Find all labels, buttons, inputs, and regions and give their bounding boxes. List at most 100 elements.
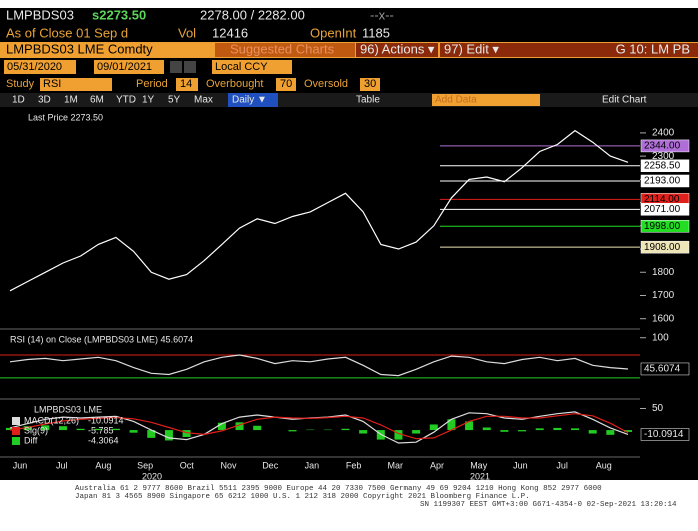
currency-field[interactable]	[212, 60, 292, 74]
diff-bar	[41, 425, 50, 431]
diff-bar	[288, 430, 297, 432]
period-button[interactable]: 1M	[64, 95, 78, 106]
legend: Last Price 2273.50	[28, 112, 103, 122]
period-button[interactable]: 6M	[90, 95, 104, 106]
diff-bar	[129, 430, 138, 433]
diff-bar	[76, 428, 85, 431]
ob[interactable]: 70	[280, 78, 292, 90]
x-tick-label: Jun	[13, 460, 28, 470]
diff-bar	[111, 428, 120, 431]
period-button[interactable]: 1Y	[142, 95, 155, 106]
next-button[interactable]	[184, 61, 196, 73]
background	[0, 8, 698, 480]
toolbar	[0, 93, 698, 107]
diff-bar	[6, 427, 14, 431]
period-button[interactable]: 1D	[12, 95, 25, 106]
legend-value: -5.785	[88, 425, 114, 435]
x-tick-label: Jul	[56, 460, 68, 470]
macd-value: -10.0914	[644, 429, 684, 440]
edit-button[interactable]	[440, 43, 504, 57]
y-tick-label: 2300	[652, 151, 675, 162]
diff-bar	[94, 428, 103, 431]
diff-bar	[217, 422, 226, 431]
add-data[interactable]: Add Data	[435, 95, 477, 106]
level-label: 1908.00	[644, 242, 681, 253]
currency[interactable]: Local CCY	[215, 61, 268, 73]
start-date[interactable]: 05/31/2020	[7, 61, 62, 73]
suggested-button[interactable]	[215, 43, 355, 57]
legend-name: Diff	[24, 435, 38, 445]
diff-bar	[182, 430, 191, 437]
rsi-box	[640, 362, 690, 376]
y-tick-label: 2400	[652, 128, 675, 139]
level-label: 1998.00	[644, 221, 681, 232]
add-data-field[interactable]	[432, 94, 540, 106]
ob-field[interactable]	[276, 78, 296, 91]
diff-bar	[429, 424, 438, 431]
period-button[interactable]: 5Y	[168, 95, 181, 106]
x-tick-label: Aug	[95, 460, 111, 470]
rsi-value: 45.6074	[644, 364, 681, 375]
os-field[interactable]	[360, 78, 380, 91]
actions-button[interactable]	[356, 43, 438, 57]
frequency-box[interactable]	[228, 93, 278, 107]
oi: 1185	[362, 25, 390, 40]
prev-button[interactable]	[170, 61, 182, 73]
page: G 10: LM PB	[616, 41, 690, 56]
x-tick-label: Nov	[220, 460, 237, 470]
suggested[interactable]: Suggested Charts	[230, 41, 335, 56]
panel-title: RSI (14) on Close (LMPBDS03 LME) 45.6074	[10, 334, 193, 344]
change: --x--	[370, 7, 394, 22]
end-date[interactable]: 09/01/2021	[97, 61, 152, 73]
x-tick-label: Oct	[180, 460, 195, 470]
start-field[interactable]	[4, 60, 76, 74]
y-tick-label: 1700	[652, 290, 675, 301]
bid-ask: 2278.00 / 2282.00	[200, 7, 305, 22]
level-box	[640, 139, 690, 153]
table[interactable]: Table	[356, 95, 380, 106]
study-field[interactable]	[40, 78, 112, 91]
diff-bar	[412, 430, 421, 434]
frequency[interactable]: Daily ▼	[232, 95, 267, 106]
edit[interactable]: 97) Edit ▾	[444, 41, 499, 56]
panel-title: LMPBDS03 LME	[34, 404, 102, 414]
footer-line: Australia 61 2 9777 8600 Brazil 5511 239…	[75, 485, 602, 493]
vol-label: Vol	[178, 25, 196, 40]
period-button[interactable]: Max	[194, 95, 213, 106]
period-field[interactable]	[176, 78, 198, 91]
level-label: 2344.00	[644, 141, 681, 152]
period-label: Period	[136, 78, 168, 90]
level-box	[640, 203, 690, 216]
study-name[interactable]: RSI	[43, 78, 61, 90]
end-field[interactable]	[94, 60, 164, 74]
legend-swatch	[12, 417, 20, 425]
ob-label: Overbought	[206, 78, 263, 90]
os[interactable]: 30	[364, 78, 376, 90]
legend-name: Slg(9)	[24, 425, 48, 435]
period-button[interactable]: 3D	[38, 95, 51, 106]
diff-bar	[535, 428, 544, 431]
edit-chart[interactable]: Edit Chart	[602, 95, 647, 106]
level-box	[640, 220, 690, 233]
page-box	[504, 43, 698, 57]
diff-bar	[341, 428, 350, 431]
y-tick-label: 100	[652, 332, 669, 343]
level-label: 2071.00	[644, 204, 681, 215]
diff-bar	[588, 430, 597, 434]
diff-bar	[359, 430, 368, 434]
y-tick-label: 1600	[652, 313, 675, 324]
x-tick-label: Sep	[137, 460, 153, 470]
os-label: Oversold	[304, 78, 348, 90]
legend-value: -4.3064	[88, 435, 119, 445]
last-price: s2273.50	[92, 7, 146, 22]
rsi-line	[9, 354, 629, 377]
legend-name: MACD(12,26)	[24, 415, 79, 425]
footer-line: SN 1199307 EEST GMT+3:00 G671-4354-0 02-…	[420, 501, 677, 509]
actions[interactable]: 96) Actions ▾	[360, 41, 435, 56]
diff-bar	[482, 427, 491, 431]
period-button[interactable]: YTD	[116, 95, 136, 106]
legend-swatch	[12, 427, 20, 435]
signal-line	[9, 413, 629, 440]
diff-bar	[58, 426, 67, 431]
period[interactable]: 14	[180, 78, 192, 90]
